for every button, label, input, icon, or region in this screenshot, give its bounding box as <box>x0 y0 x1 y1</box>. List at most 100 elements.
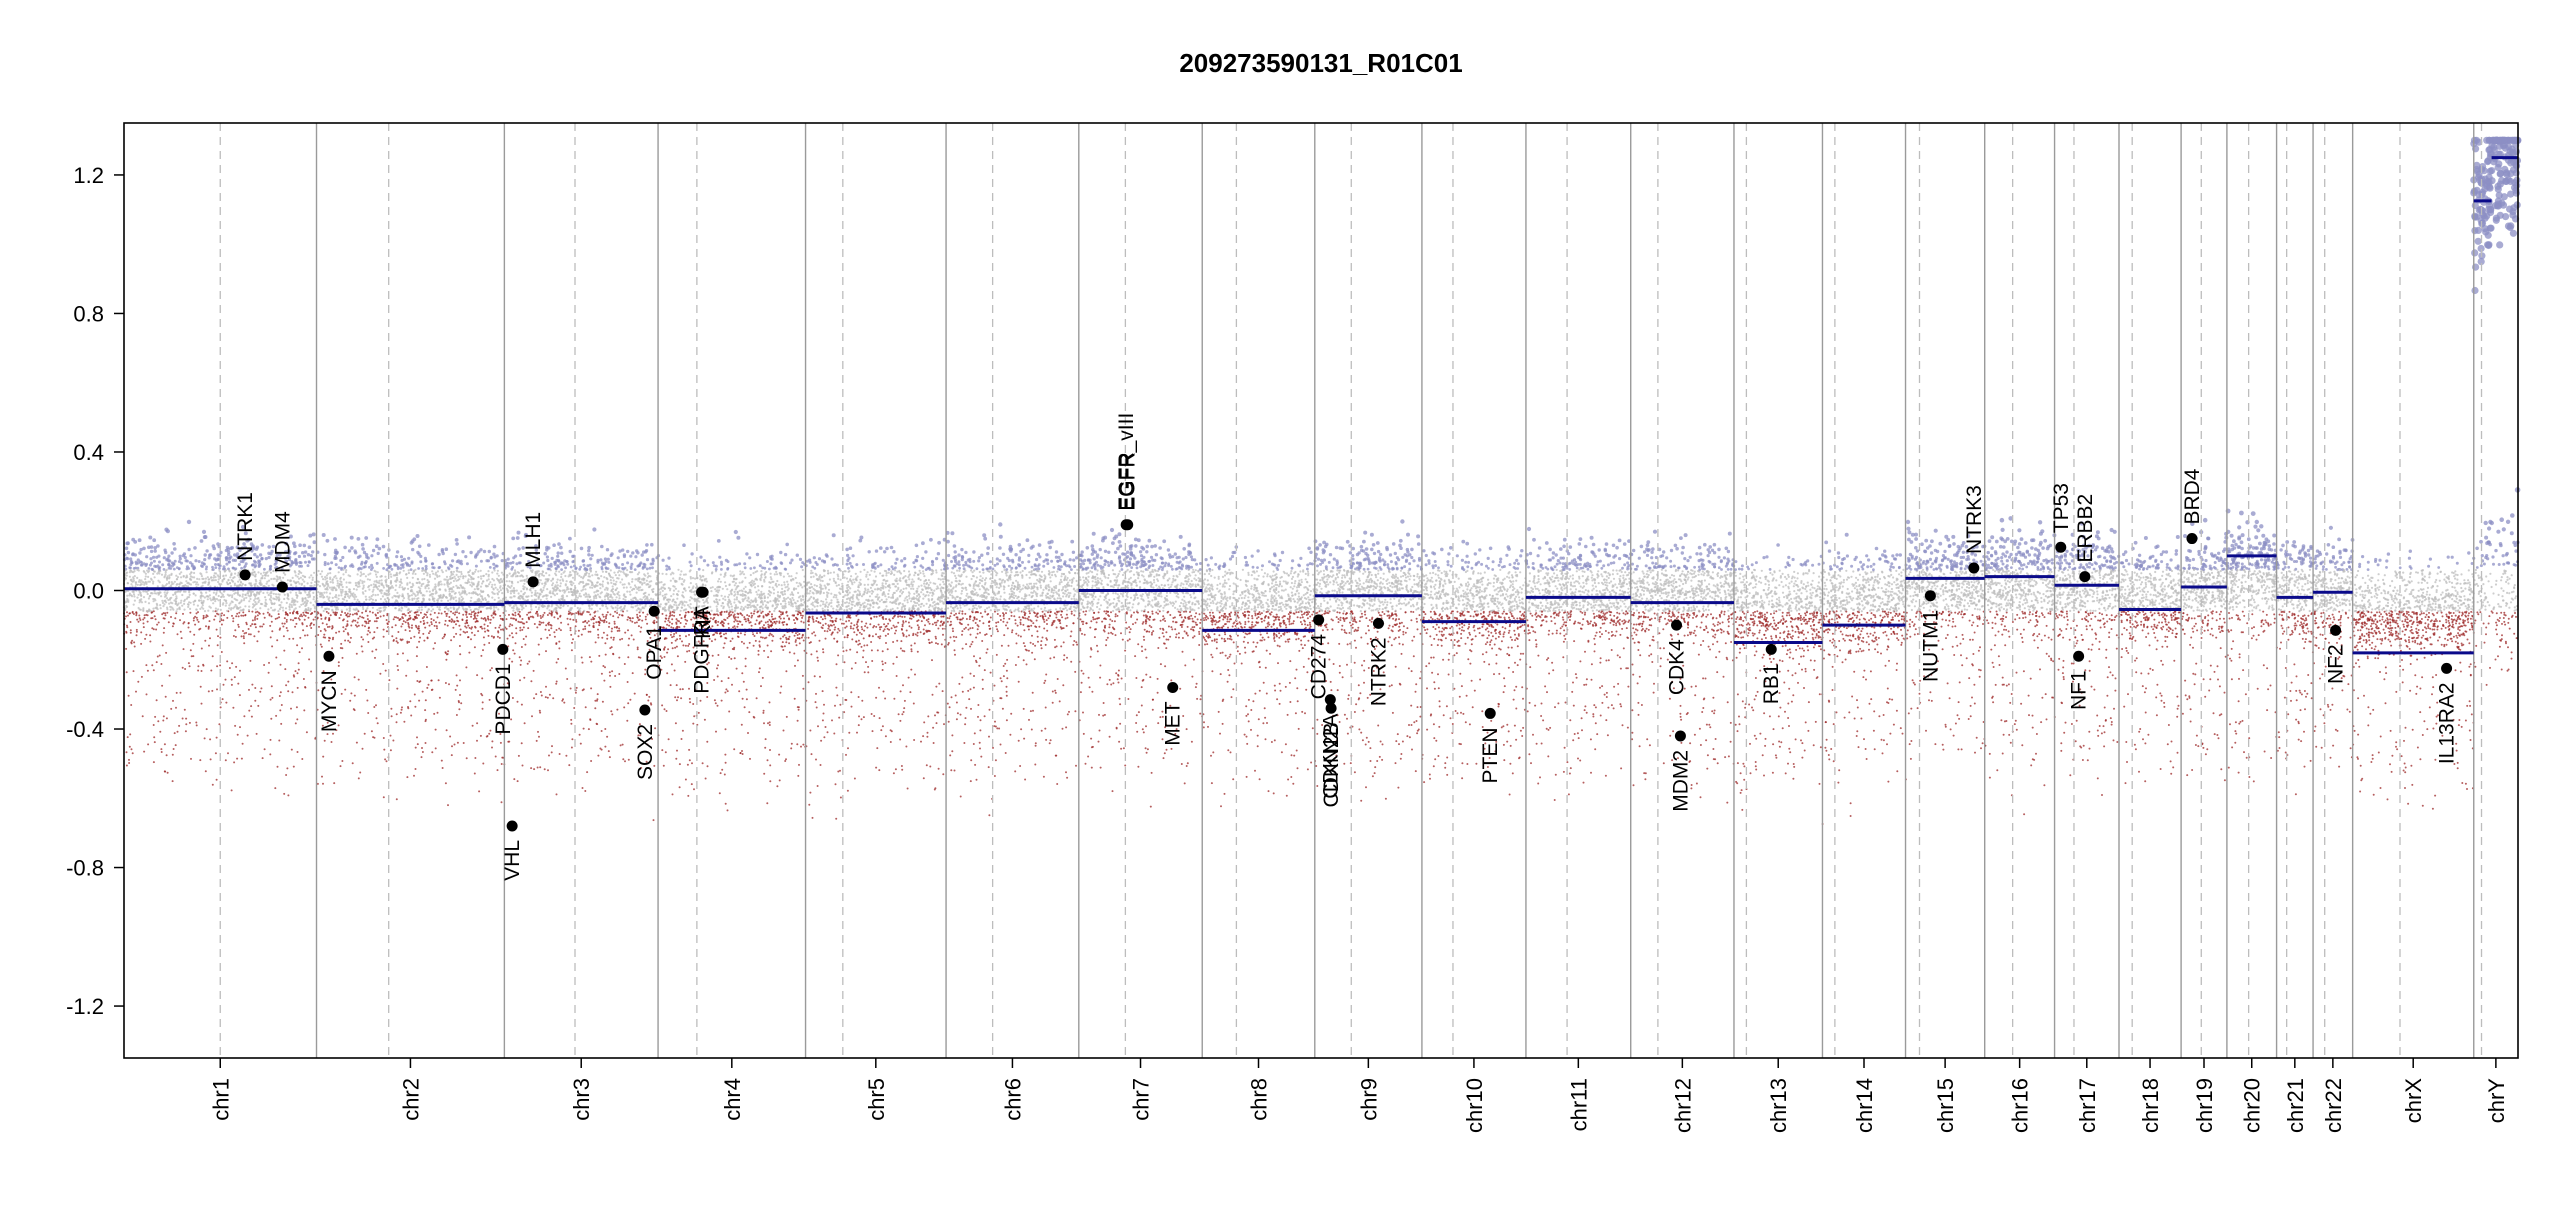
probe-point <box>606 637 609 640</box>
probe-point <box>633 692 636 695</box>
probe-point <box>327 572 330 575</box>
probe-point <box>236 757 239 760</box>
probe-point <box>237 580 240 583</box>
probe-point <box>500 763 503 765</box>
probe-point <box>493 635 495 638</box>
probe-point <box>142 618 145 621</box>
probe-point <box>629 565 633 569</box>
probe-point <box>636 551 640 555</box>
probe-point <box>230 683 233 686</box>
probe-point <box>516 530 521 535</box>
probe-point <box>227 579 230 582</box>
probe-point <box>491 571 494 574</box>
probe-point <box>616 592 619 595</box>
probe-point <box>436 616 439 619</box>
probe-point <box>356 585 359 588</box>
probe-point <box>236 592 239 595</box>
probe-point <box>646 613 649 616</box>
probe-point <box>309 624 312 627</box>
probe-point <box>307 545 312 549</box>
probe-point <box>178 607 181 610</box>
probe-point <box>567 613 570 615</box>
probe-point <box>181 717 184 720</box>
probe-point <box>383 748 386 751</box>
probe-point <box>546 594 549 597</box>
probe-point <box>469 583 472 587</box>
probe-point <box>510 617 513 620</box>
probe-point <box>569 571 572 574</box>
probe-point <box>139 581 142 584</box>
probe-point <box>408 614 411 617</box>
probe-point <box>616 556 620 560</box>
probe-point <box>563 701 566 704</box>
probe-point <box>168 574 171 577</box>
probe-point <box>276 576 279 579</box>
probe-point <box>335 606 338 609</box>
probe-point <box>473 588 476 591</box>
probe-point <box>483 643 486 646</box>
probe-point <box>531 569 534 572</box>
probe-point <box>231 601 234 604</box>
probe-point <box>372 593 375 596</box>
probe-point <box>735 596 739 599</box>
probe-point <box>580 656 583 659</box>
probe-point <box>369 619 371 622</box>
probe-point <box>426 579 429 582</box>
probe-point <box>269 624 272 627</box>
probe-point <box>197 620 200 623</box>
probe-point <box>461 598 464 601</box>
probe-point <box>294 603 297 606</box>
probe-point <box>539 598 542 602</box>
probe-point <box>256 614 259 617</box>
probe-point <box>560 573 563 576</box>
probe-point <box>254 575 257 578</box>
probe-point <box>200 592 203 595</box>
probe-point <box>622 758 625 761</box>
probe-point <box>547 567 551 571</box>
probe-point <box>243 566 246 569</box>
probe-point <box>441 637 444 640</box>
probe-point <box>231 662 234 665</box>
probe-point <box>302 554 307 558</box>
probe-point <box>125 604 128 608</box>
probe-point <box>287 680 290 683</box>
probe-point <box>283 597 286 601</box>
probe-point <box>424 720 427 723</box>
probe-point <box>176 730 179 733</box>
probe-point <box>237 625 240 628</box>
probe-point <box>452 606 455 609</box>
probe-point <box>450 620 453 623</box>
probe-point <box>125 671 128 674</box>
probe-point <box>517 547 521 551</box>
probe-point <box>320 570 324 573</box>
probe-point <box>175 595 178 598</box>
probe-point <box>500 571 503 574</box>
probe-point <box>569 618 572 621</box>
probe-point <box>461 550 465 554</box>
probe-point <box>406 776 409 779</box>
probe-point <box>224 678 227 681</box>
probe-point <box>202 595 205 598</box>
probe-point <box>556 578 559 581</box>
probe-point <box>422 582 425 585</box>
probe-point <box>469 550 473 555</box>
probe-point <box>533 623 536 625</box>
probe-point <box>481 598 484 601</box>
probe-point <box>153 564 157 568</box>
probe-point <box>125 764 128 767</box>
probe-point <box>546 636 549 639</box>
probe-point <box>351 613 354 616</box>
probe-point <box>520 646 523 648</box>
probe-point <box>802 687 805 690</box>
probe-point <box>460 572 463 576</box>
probe-point <box>394 595 397 598</box>
probe-point <box>571 612 574 615</box>
probe-point <box>613 620 616 623</box>
probe-point <box>453 635 455 638</box>
probe-point <box>614 564 618 568</box>
probe-point <box>176 583 179 586</box>
probe-point <box>264 557 268 561</box>
probe-point <box>527 617 530 620</box>
probe-point <box>555 588 558 591</box>
probe-point <box>287 794 290 797</box>
